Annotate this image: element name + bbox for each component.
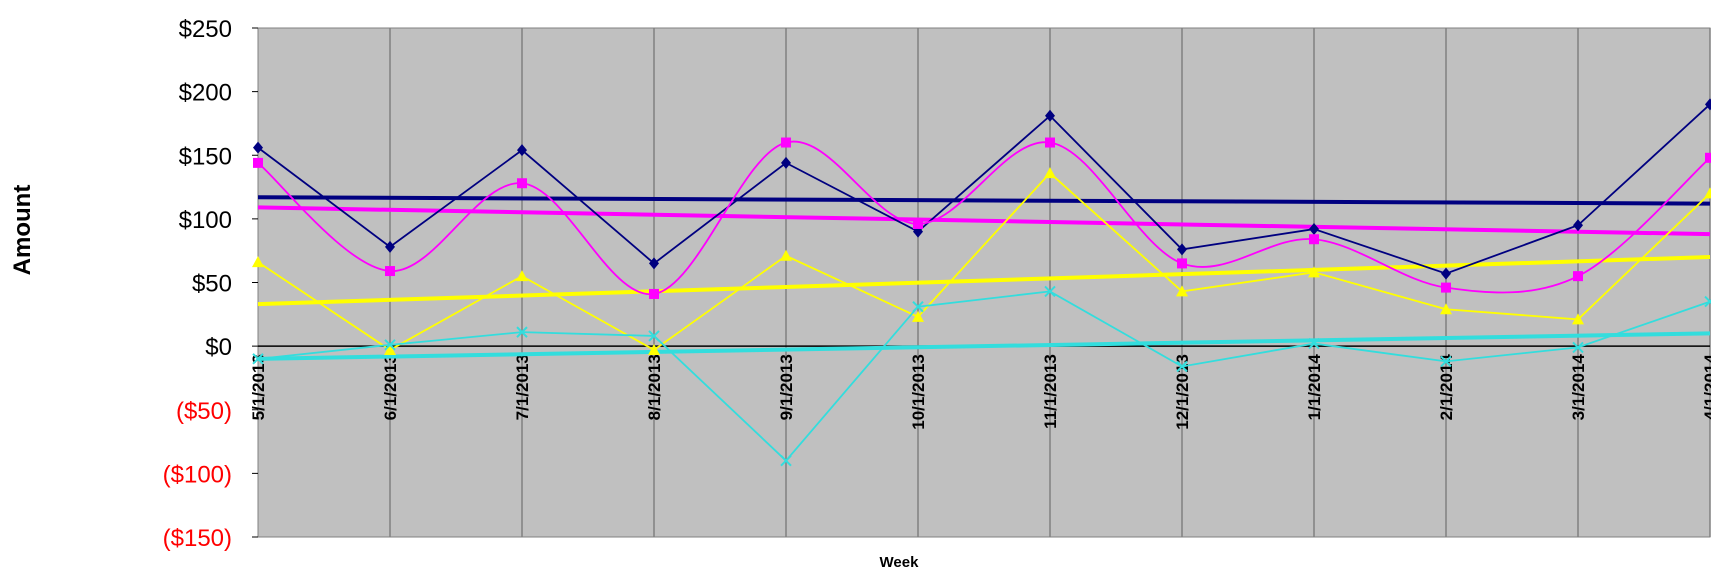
series-1-point — [1309, 223, 1319, 236]
series-4-point — [1704, 295, 1711, 308]
x-tick-label: 7/1/2013 — [513, 354, 532, 420]
series-4-point — [1044, 285, 1056, 298]
x-tick-label: 6/1/2013 — [381, 354, 400, 420]
series-1-point — [385, 240, 395, 253]
series-2 — [253, 137, 1711, 299]
series-2-point — [1441, 282, 1451, 293]
series-2-point — [781, 137, 791, 148]
y-tick-label: ($150) — [163, 525, 232, 552]
series-4-point — [912, 300, 924, 313]
series-3-point — [1044, 167, 1056, 179]
y-axis-ticks: $250 $200 $150 $100 $50 $0 ($50) ($100) ($150) — [163, 16, 258, 552]
series-3-point — [1440, 303, 1452, 315]
series-4-point — [384, 339, 396, 351]
x-tick-label: 4/1/2014 — [1701, 354, 1711, 421]
series-3 — [252, 167, 1711, 355]
y-axis-title: Amount — [9, 185, 36, 276]
series-1-point — [781, 156, 791, 169]
trendline-series-4 — [257, 331, 1711, 361]
series-2-point — [913, 218, 923, 229]
series-3-point — [516, 270, 528, 282]
x-axis-ticks: 5/1/2013 6/1/2013 7/1/2013 8/1/2013 9/1/2013… — [249, 354, 1711, 430]
series-1-point — [649, 257, 659, 270]
y-tick-label: $250 — [179, 16, 232, 43]
y-tick-label: ($100) — [163, 461, 232, 488]
series-3-point — [1572, 313, 1584, 325]
series-2-point — [649, 288, 659, 299]
x-tick-label: 8/1/2013 — [645, 354, 664, 420]
series-2-point — [253, 157, 263, 168]
series-group — [252, 98, 1711, 467]
series-2-point — [1177, 258, 1187, 269]
series-1-point — [253, 141, 263, 154]
x-tick-label: 5/1/2013 — [249, 354, 268, 420]
series-3-point — [384, 343, 396, 355]
x-tick-label: 3/1/2014 — [1569, 354, 1588, 421]
y-tick-label: $200 — [179, 80, 232, 107]
series-2-point — [1573, 271, 1583, 282]
y-tick-label: $100 — [179, 207, 232, 234]
y-tick-label: ($50) — [176, 398, 232, 425]
series-3-point — [1176, 285, 1188, 297]
series-1-point — [517, 144, 527, 157]
series-3-line — [257, 171, 1711, 352]
trendline-series-2 — [257, 205, 1711, 237]
x-tick-label: 1/1/2014 — [1305, 354, 1324, 421]
series-3-point — [1704, 187, 1711, 199]
series-2-point — [517, 178, 527, 189]
y-tick-label: $0 — [205, 334, 232, 361]
x-tick-label: 2/1/2014 — [1437, 354, 1456, 421]
x-tick-label: 11/1/2013 — [1041, 354, 1060, 429]
series-4-point — [1308, 337, 1320, 350]
series-4-point — [1176, 360, 1188, 373]
series-4-point — [780, 454, 792, 467]
series-1-point — [1705, 98, 1711, 111]
series-2-point — [1045, 137, 1055, 148]
series-3-point — [1308, 266, 1320, 278]
x-axis-title: Week — [880, 554, 920, 571]
series-3-point — [252, 256, 264, 268]
series-4-point — [252, 353, 264, 365]
series-2-point — [1309, 234, 1319, 245]
series-1-point — [1573, 219, 1583, 232]
series-4 — [252, 285, 1711, 467]
trendline-series-1 — [257, 195, 1711, 206]
series-4-line — [257, 290, 1711, 462]
series-4-point — [1572, 341, 1584, 354]
x-tick-label: 10/1/2013 — [909, 354, 928, 430]
series-4-point — [1440, 355, 1452, 368]
series-2-point — [1705, 152, 1711, 163]
series-1-point — [1441, 267, 1451, 280]
series-2-point — [385, 266, 395, 277]
series-1-line — [257, 103, 1711, 275]
x-tick-label: 9/1/2013 — [777, 354, 796, 420]
y-tick-label: $150 — [179, 143, 232, 170]
series-1 — [253, 98, 1711, 280]
series-3-point — [648, 343, 660, 355]
series-3-point — [912, 310, 924, 322]
x-tick-label: 12/1/2013 — [1173, 354, 1192, 430]
series-1-point — [1177, 243, 1187, 256]
y-tick-label: $50 — [192, 271, 232, 298]
series-1-point — [1045, 109, 1055, 122]
series-4-point — [648, 330, 660, 342]
series-3-point — [780, 249, 792, 261]
series-4-point — [516, 326, 528, 338]
